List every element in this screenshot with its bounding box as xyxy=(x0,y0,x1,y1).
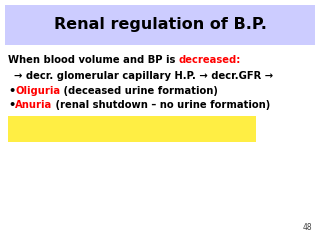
Text: (deceased urine formation): (deceased urine formation) xyxy=(60,86,218,96)
Text: KIDNEYS conserve ECF Volume: KIDNEYS conserve ECF Volume xyxy=(44,124,236,134)
Text: Oliguria: Oliguria xyxy=(15,86,60,96)
Text: (renal shutdown – no urine formation): (renal shutdown – no urine formation) xyxy=(52,100,270,110)
Text: Renal regulation of B.P.: Renal regulation of B.P. xyxy=(53,18,267,32)
Text: When blood volume and BP is: When blood volume and BP is xyxy=(8,55,179,65)
Text: Anuria: Anuria xyxy=(15,100,52,110)
Text: •: • xyxy=(8,100,15,110)
Text: Thus: Thus xyxy=(14,124,44,134)
Text: → decr. glomerular capillary H.P. → decr.GFR →: → decr. glomerular capillary H.P. → decr… xyxy=(14,71,273,81)
Text: •: • xyxy=(8,86,15,96)
Text: decreased:: decreased: xyxy=(179,55,241,65)
Text: 48: 48 xyxy=(302,223,312,232)
